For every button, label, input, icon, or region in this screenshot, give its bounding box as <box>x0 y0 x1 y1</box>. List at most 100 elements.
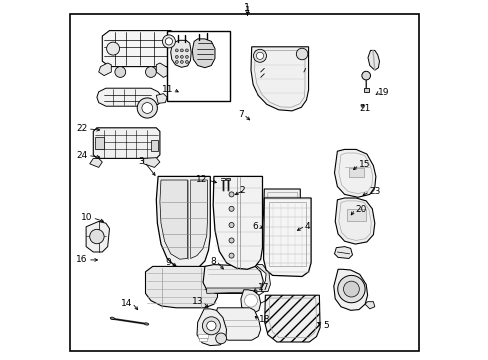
Circle shape <box>165 38 172 45</box>
Circle shape <box>185 49 188 52</box>
Polygon shape <box>143 158 160 167</box>
Text: 5: 5 <box>322 321 328 330</box>
Polygon shape <box>160 180 187 259</box>
Text: 15: 15 <box>358 161 370 169</box>
Circle shape <box>343 281 359 297</box>
Circle shape <box>106 42 120 55</box>
Polygon shape <box>203 265 263 293</box>
Circle shape <box>145 67 156 77</box>
Circle shape <box>361 71 370 80</box>
Polygon shape <box>367 50 379 70</box>
Text: 3: 3 <box>139 158 144 166</box>
Circle shape <box>142 103 152 113</box>
Text: 1: 1 <box>244 5 250 14</box>
Text: 1: 1 <box>244 3 250 13</box>
Text: 6: 6 <box>252 222 258 231</box>
Polygon shape <box>97 88 163 106</box>
Circle shape <box>115 67 125 77</box>
Text: 19: 19 <box>378 88 389 97</box>
Bar <box>199 338 206 341</box>
Text: 9: 9 <box>164 258 170 266</box>
Text: 17: 17 <box>258 284 269 292</box>
Text: 20: 20 <box>355 205 366 214</box>
Polygon shape <box>241 290 260 313</box>
Bar <box>167 31 230 101</box>
Bar <box>348 168 363 177</box>
Polygon shape <box>255 265 270 292</box>
Bar <box>363 88 368 92</box>
Polygon shape <box>192 39 215 68</box>
Circle shape <box>185 60 188 63</box>
Circle shape <box>185 55 188 58</box>
Circle shape <box>228 253 234 258</box>
Polygon shape <box>263 198 310 276</box>
Ellipse shape <box>110 317 114 319</box>
Circle shape <box>337 275 365 303</box>
Circle shape <box>228 222 234 228</box>
Circle shape <box>202 317 220 335</box>
Text: 4: 4 <box>305 222 310 231</box>
Polygon shape <box>145 266 217 308</box>
Text: 21: 21 <box>358 104 369 113</box>
Ellipse shape <box>144 323 148 325</box>
Polygon shape <box>89 158 102 167</box>
Polygon shape <box>93 128 160 158</box>
Circle shape <box>228 206 234 211</box>
Circle shape <box>137 98 157 118</box>
Bar <box>95 137 104 149</box>
Bar <box>220 178 224 180</box>
Polygon shape <box>190 180 207 258</box>
Circle shape <box>175 49 178 52</box>
Polygon shape <box>197 309 226 346</box>
Polygon shape <box>156 63 170 77</box>
Polygon shape <box>334 247 352 258</box>
Polygon shape <box>86 221 109 252</box>
Text: 10: 10 <box>81 213 92 222</box>
Bar <box>151 140 158 151</box>
Polygon shape <box>102 31 178 67</box>
Polygon shape <box>365 302 374 309</box>
Bar <box>197 334 208 338</box>
Polygon shape <box>170 40 191 67</box>
Polygon shape <box>213 176 262 269</box>
Circle shape <box>253 49 266 62</box>
Bar <box>225 178 230 180</box>
Circle shape <box>228 192 234 197</box>
Polygon shape <box>213 308 260 340</box>
Circle shape <box>244 294 257 307</box>
Circle shape <box>228 238 234 243</box>
Text: 14: 14 <box>121 299 132 307</box>
Circle shape <box>256 52 263 59</box>
Text: 7: 7 <box>238 110 244 119</box>
Circle shape <box>89 229 104 244</box>
Text: 11: 11 <box>162 85 173 94</box>
Circle shape <box>175 55 178 58</box>
Circle shape <box>296 48 307 60</box>
Polygon shape <box>250 47 308 111</box>
Polygon shape <box>264 295 320 342</box>
Polygon shape <box>206 288 261 293</box>
Text: 16: 16 <box>76 256 88 264</box>
Circle shape <box>175 60 178 63</box>
Circle shape <box>180 60 183 63</box>
Text: 8: 8 <box>210 256 216 266</box>
Polygon shape <box>156 176 210 271</box>
Circle shape <box>180 49 183 52</box>
Bar <box>346 209 365 221</box>
Text: 13: 13 <box>191 297 203 306</box>
Circle shape <box>215 333 226 344</box>
Text: 12: 12 <box>196 175 207 184</box>
Text: 22: 22 <box>77 124 88 133</box>
Text: 24: 24 <box>77 151 88 160</box>
Text: 23: 23 <box>369 187 380 196</box>
Polygon shape <box>178 38 192 47</box>
Polygon shape <box>335 198 374 244</box>
Circle shape <box>162 35 175 48</box>
Circle shape <box>206 321 216 330</box>
Text: 18: 18 <box>258 315 270 324</box>
Polygon shape <box>333 269 367 310</box>
Polygon shape <box>334 149 375 197</box>
Text: 2: 2 <box>238 186 244 194</box>
Circle shape <box>180 55 183 58</box>
Polygon shape <box>99 63 111 76</box>
